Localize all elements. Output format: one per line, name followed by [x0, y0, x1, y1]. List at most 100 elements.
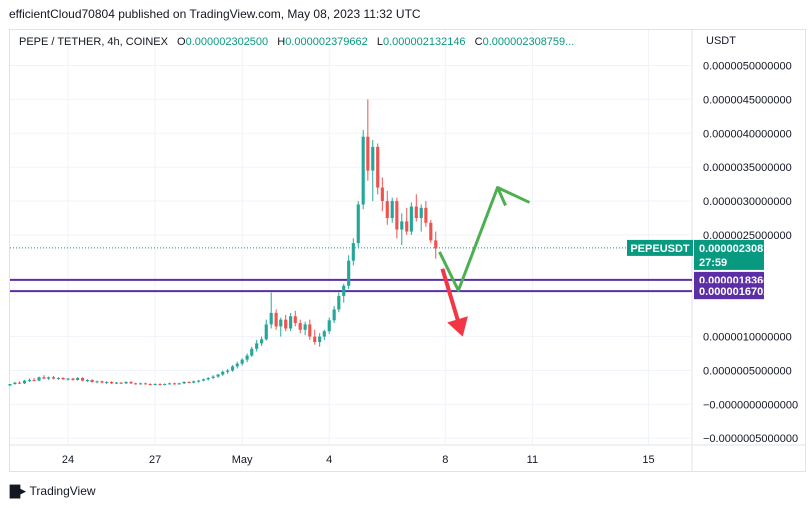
legend-high-label: H — [277, 36, 286, 48]
candle-body — [361, 136, 365, 205]
level-price-label: 0.000001670229 — [699, 286, 782, 298]
candle-body — [371, 146, 375, 171]
red-arrow-shaft — [440, 268, 461, 324]
candle-body — [153, 384, 157, 386]
current-price-tag — [694, 239, 764, 270]
candle-body — [177, 383, 181, 385]
footer-brand[interactable]: ▇▸ TradingView — [10, 483, 96, 499]
candle-body — [351, 243, 355, 261]
candle-body — [322, 331, 326, 337]
x-tick-label: 4 — [326, 454, 332, 466]
candle-body — [18, 382, 22, 384]
time-axis[interactable]: 24 27 May 4 8 11 15 — [62, 454, 655, 466]
footer-brand-label: TradingView — [29, 484, 96, 498]
candle-body — [13, 382, 17, 385]
candle-body — [419, 207, 423, 219]
candle-body — [124, 381, 128, 384]
candle-body — [245, 355, 249, 360]
y-tick-label: 0.0000045000000 — [703, 94, 792, 106]
candle-body — [342, 285, 346, 296]
currency-label: USDT — [706, 35, 736, 47]
y-tick-label: 0.0000005000000 — [703, 365, 792, 377]
candle-body — [182, 381, 186, 384]
candle-body — [240, 359, 244, 364]
candle-body — [47, 377, 51, 379]
candle-body — [172, 383, 177, 385]
candle-body — [80, 377, 85, 381]
candle-body — [114, 382, 119, 384]
candle-body — [95, 381, 99, 383]
candle-body — [37, 377, 41, 381]
candle-body — [22, 380, 27, 384]
candle-body — [143, 383, 148, 385]
annotation-arrows — [438, 186, 531, 337]
candle-body — [279, 319, 283, 327]
bar-countdown-label: 27:59 — [699, 257, 727, 269]
green-arrow-path — [438, 186, 499, 293]
candle-body — [192, 381, 196, 383]
candle-body — [8, 384, 12, 386]
candle-body — [284, 319, 288, 329]
candle-body — [226, 370, 230, 372]
grid-lines — [10, 30, 805, 471]
legend-open-label: O — [177, 36, 186, 48]
candle-body — [409, 206, 413, 232]
candle-body — [313, 336, 317, 343]
candle-body — [66, 378, 70, 380]
candle-body — [211, 376, 215, 378]
candle-body — [56, 377, 61, 379]
y-tick-label: 0.0000010000000 — [703, 332, 792, 344]
candle-body — [201, 379, 206, 381]
candle-body — [274, 312, 278, 327]
candle-body — [158, 384, 162, 386]
candle-body — [303, 324, 307, 330]
candle-body — [332, 309, 336, 321]
y-tick-label: −0.0000005000000 — [703, 433, 798, 445]
candle-body — [250, 348, 254, 356]
candle-body — [85, 379, 90, 381]
x-tick-label: 8 — [442, 454, 448, 466]
candle-body — [187, 381, 191, 383]
candle-body — [71, 378, 75, 380]
candle-body — [400, 221, 404, 230]
symbol-tag-label: PEPEUSDT — [630, 243, 690, 255]
candle-body — [42, 377, 46, 379]
candle-body — [148, 384, 152, 386]
candle-body — [376, 146, 380, 188]
candle-body — [366, 136, 370, 171]
candle-body — [327, 320, 331, 332]
candle-body — [221, 371, 225, 375]
y-tick-label: 0.0000050000000 — [703, 61, 792, 73]
tradingview-logo-icon: ▇▸ — [10, 483, 26, 498]
candle-body — [269, 312, 273, 325]
candle-body — [260, 339, 264, 344]
candle-body — [105, 381, 109, 383]
candle-body — [434, 240, 438, 249]
candle-body — [298, 323, 302, 330]
price-axis[interactable]: 0.0000050000000 0.0000045000000 0.00000400… — [703, 61, 798, 446]
x-tick-label: 15 — [642, 454, 654, 466]
candle-body — [429, 222, 433, 241]
legend-symbol: PEPE / TETHER, 4h, COINEX — [19, 36, 168, 48]
y-tick-label: 0.0000025000000 — [703, 230, 792, 242]
chart-legend: PEPE / TETHER, 4h, COINEX O0.00000230250… — [19, 36, 574, 48]
legend-low-label: L — [376, 36, 383, 48]
candle-body — [424, 207, 428, 223]
y-tick-label: 0.0000030000000 — [703, 196, 792, 208]
candle-body — [129, 381, 133, 384]
candle-body — [32, 379, 36, 381]
y-tick-label: 0.0000040000000 — [703, 128, 792, 140]
candle-body — [255, 343, 259, 349]
legend-low-value: 0.000002132146 — [382, 36, 466, 48]
price-tags: PEPEUSDT 0.00000230875927:590.00000183665… — [627, 239, 782, 300]
candle-body — [318, 336, 322, 343]
candle-body — [231, 366, 235, 371]
publication-line: efficientCloud70804 published on Trading… — [9, 7, 421, 21]
candle-body — [51, 377, 56, 379]
candle-body — [119, 382, 123, 384]
candle-body — [235, 363, 239, 367]
x-tick-label: 27 — [149, 454, 161, 466]
candle-body — [134, 383, 138, 385]
chart-frame — [9, 29, 806, 472]
